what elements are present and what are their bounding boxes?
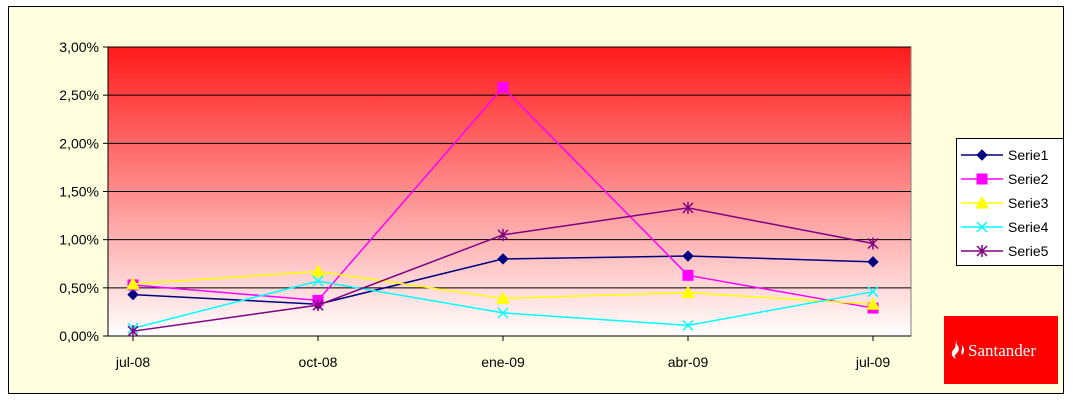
legend-item: Serie5 — [957, 240, 1063, 262]
data-point — [867, 256, 879, 268]
y-tick-label: 2,50% — [59, 87, 99, 103]
legend-marker — [976, 173, 988, 185]
series-5 — [127, 201, 879, 338]
y-tick-label: 1,00% — [59, 232, 99, 248]
x-tick-label: jul-09 — [855, 354, 890, 370]
data-point — [866, 297, 880, 310]
data-point — [497, 307, 509, 319]
data-point — [311, 264, 325, 277]
data-point — [497, 81, 509, 93]
y-tick-label: 2,00% — [59, 135, 99, 151]
data-point — [497, 228, 509, 241]
data-point — [496, 291, 510, 304]
data-point — [497, 253, 509, 265]
y-tick-label: 3,00% — [59, 39, 99, 55]
x-tick-label: abr-09 — [668, 354, 709, 370]
legend-swatch — [961, 173, 1003, 185]
legend-marker — [976, 149, 988, 161]
data-point — [127, 288, 139, 301]
chart-legend: Serie1 Serie2 Serie3 Serie4 Serie5 — [956, 138, 1064, 266]
x-tick-label: jul-08 — [115, 354, 150, 370]
data-point — [126, 276, 140, 290]
legend-marker — [976, 245, 988, 257]
data-point — [312, 299, 324, 312]
legend-item: Serie1 — [957, 144, 1063, 166]
x-tick-label: ene-09 — [481, 354, 525, 370]
data-point — [312, 275, 324, 287]
legend-item: Serie4 — [957, 216, 1063, 238]
data-point — [682, 250, 694, 262]
legend-item: Serie2 — [957, 168, 1063, 190]
legend-label: Serie5 — [1008, 243, 1049, 259]
legend-label: Serie4 — [1008, 219, 1049, 235]
data-point — [681, 285, 695, 299]
data-point — [682, 269, 694, 281]
y-tick-label: 0,50% — [59, 280, 99, 296]
legend-item: Serie3 — [957, 192, 1063, 214]
logo-text: Santander — [968, 341, 1036, 360]
data-point — [867, 237, 879, 250]
y-tick-label: 0,00% — [59, 328, 99, 344]
series-3 — [126, 264, 880, 310]
legend-marker — [976, 221, 988, 233]
legend-swatch — [961, 245, 1003, 257]
flame-icon — [951, 339, 965, 359]
data-point — [127, 325, 139, 338]
data-point — [867, 286, 879, 298]
data-point — [682, 201, 694, 214]
legend-swatch — [961, 195, 1003, 209]
legend-swatch — [961, 221, 1003, 233]
legend-label: Serie2 — [1008, 171, 1049, 187]
santander-logo: Santander — [944, 316, 1058, 384]
y-tick-label: 1,50% — [59, 184, 99, 200]
legend-marker — [975, 195, 989, 209]
legend-label: Serie1 — [1008, 147, 1049, 163]
legend-label: Serie3 — [1008, 195, 1049, 211]
data-point — [682, 319, 694, 331]
x-tick-label: oct-08 — [299, 354, 338, 370]
legend-swatch — [961, 149, 1003, 161]
